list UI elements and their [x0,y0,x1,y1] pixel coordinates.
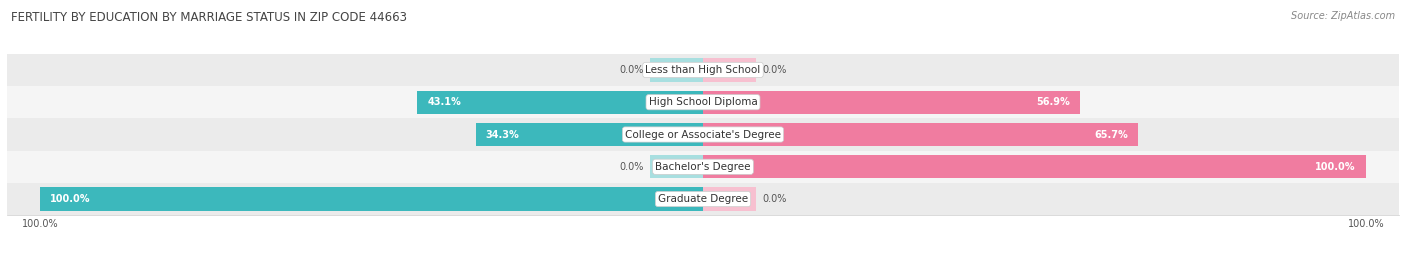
Text: Less than High School: Less than High School [645,65,761,75]
Text: 100.0%: 100.0% [51,194,90,204]
Bar [7,183,1399,215]
Text: 65.7%: 65.7% [1095,129,1129,140]
Bar [475,123,703,146]
Text: Bachelor's Degree: Bachelor's Degree [655,162,751,172]
Text: 34.3%: 34.3% [485,129,519,140]
Bar [7,118,1399,151]
Text: High School Diploma: High School Diploma [648,97,758,107]
Bar [418,91,703,114]
Bar [650,155,703,178]
Text: 100.0%: 100.0% [1316,162,1355,172]
Text: 0.0%: 0.0% [619,162,644,172]
Text: 0.0%: 0.0% [619,65,644,75]
Text: 43.1%: 43.1% [427,97,461,107]
Text: 0.0%: 0.0% [762,65,787,75]
Bar [703,155,1365,178]
Bar [7,86,1399,118]
Bar [650,58,703,82]
Text: Graduate Degree: Graduate Degree [658,194,748,204]
Text: Source: ZipAtlas.com: Source: ZipAtlas.com [1291,11,1395,21]
Bar [703,187,756,211]
Text: 56.9%: 56.9% [1036,97,1070,107]
Bar [703,123,1139,146]
Text: 0.0%: 0.0% [762,194,787,204]
Text: College or Associate's Degree: College or Associate's Degree [626,129,780,140]
Text: FERTILITY BY EDUCATION BY MARRIAGE STATUS IN ZIP CODE 44663: FERTILITY BY EDUCATION BY MARRIAGE STATU… [11,11,408,24]
Bar [7,151,1399,183]
Bar [703,58,756,82]
Bar [703,91,1080,114]
Bar [7,54,1399,86]
Bar [41,187,703,211]
